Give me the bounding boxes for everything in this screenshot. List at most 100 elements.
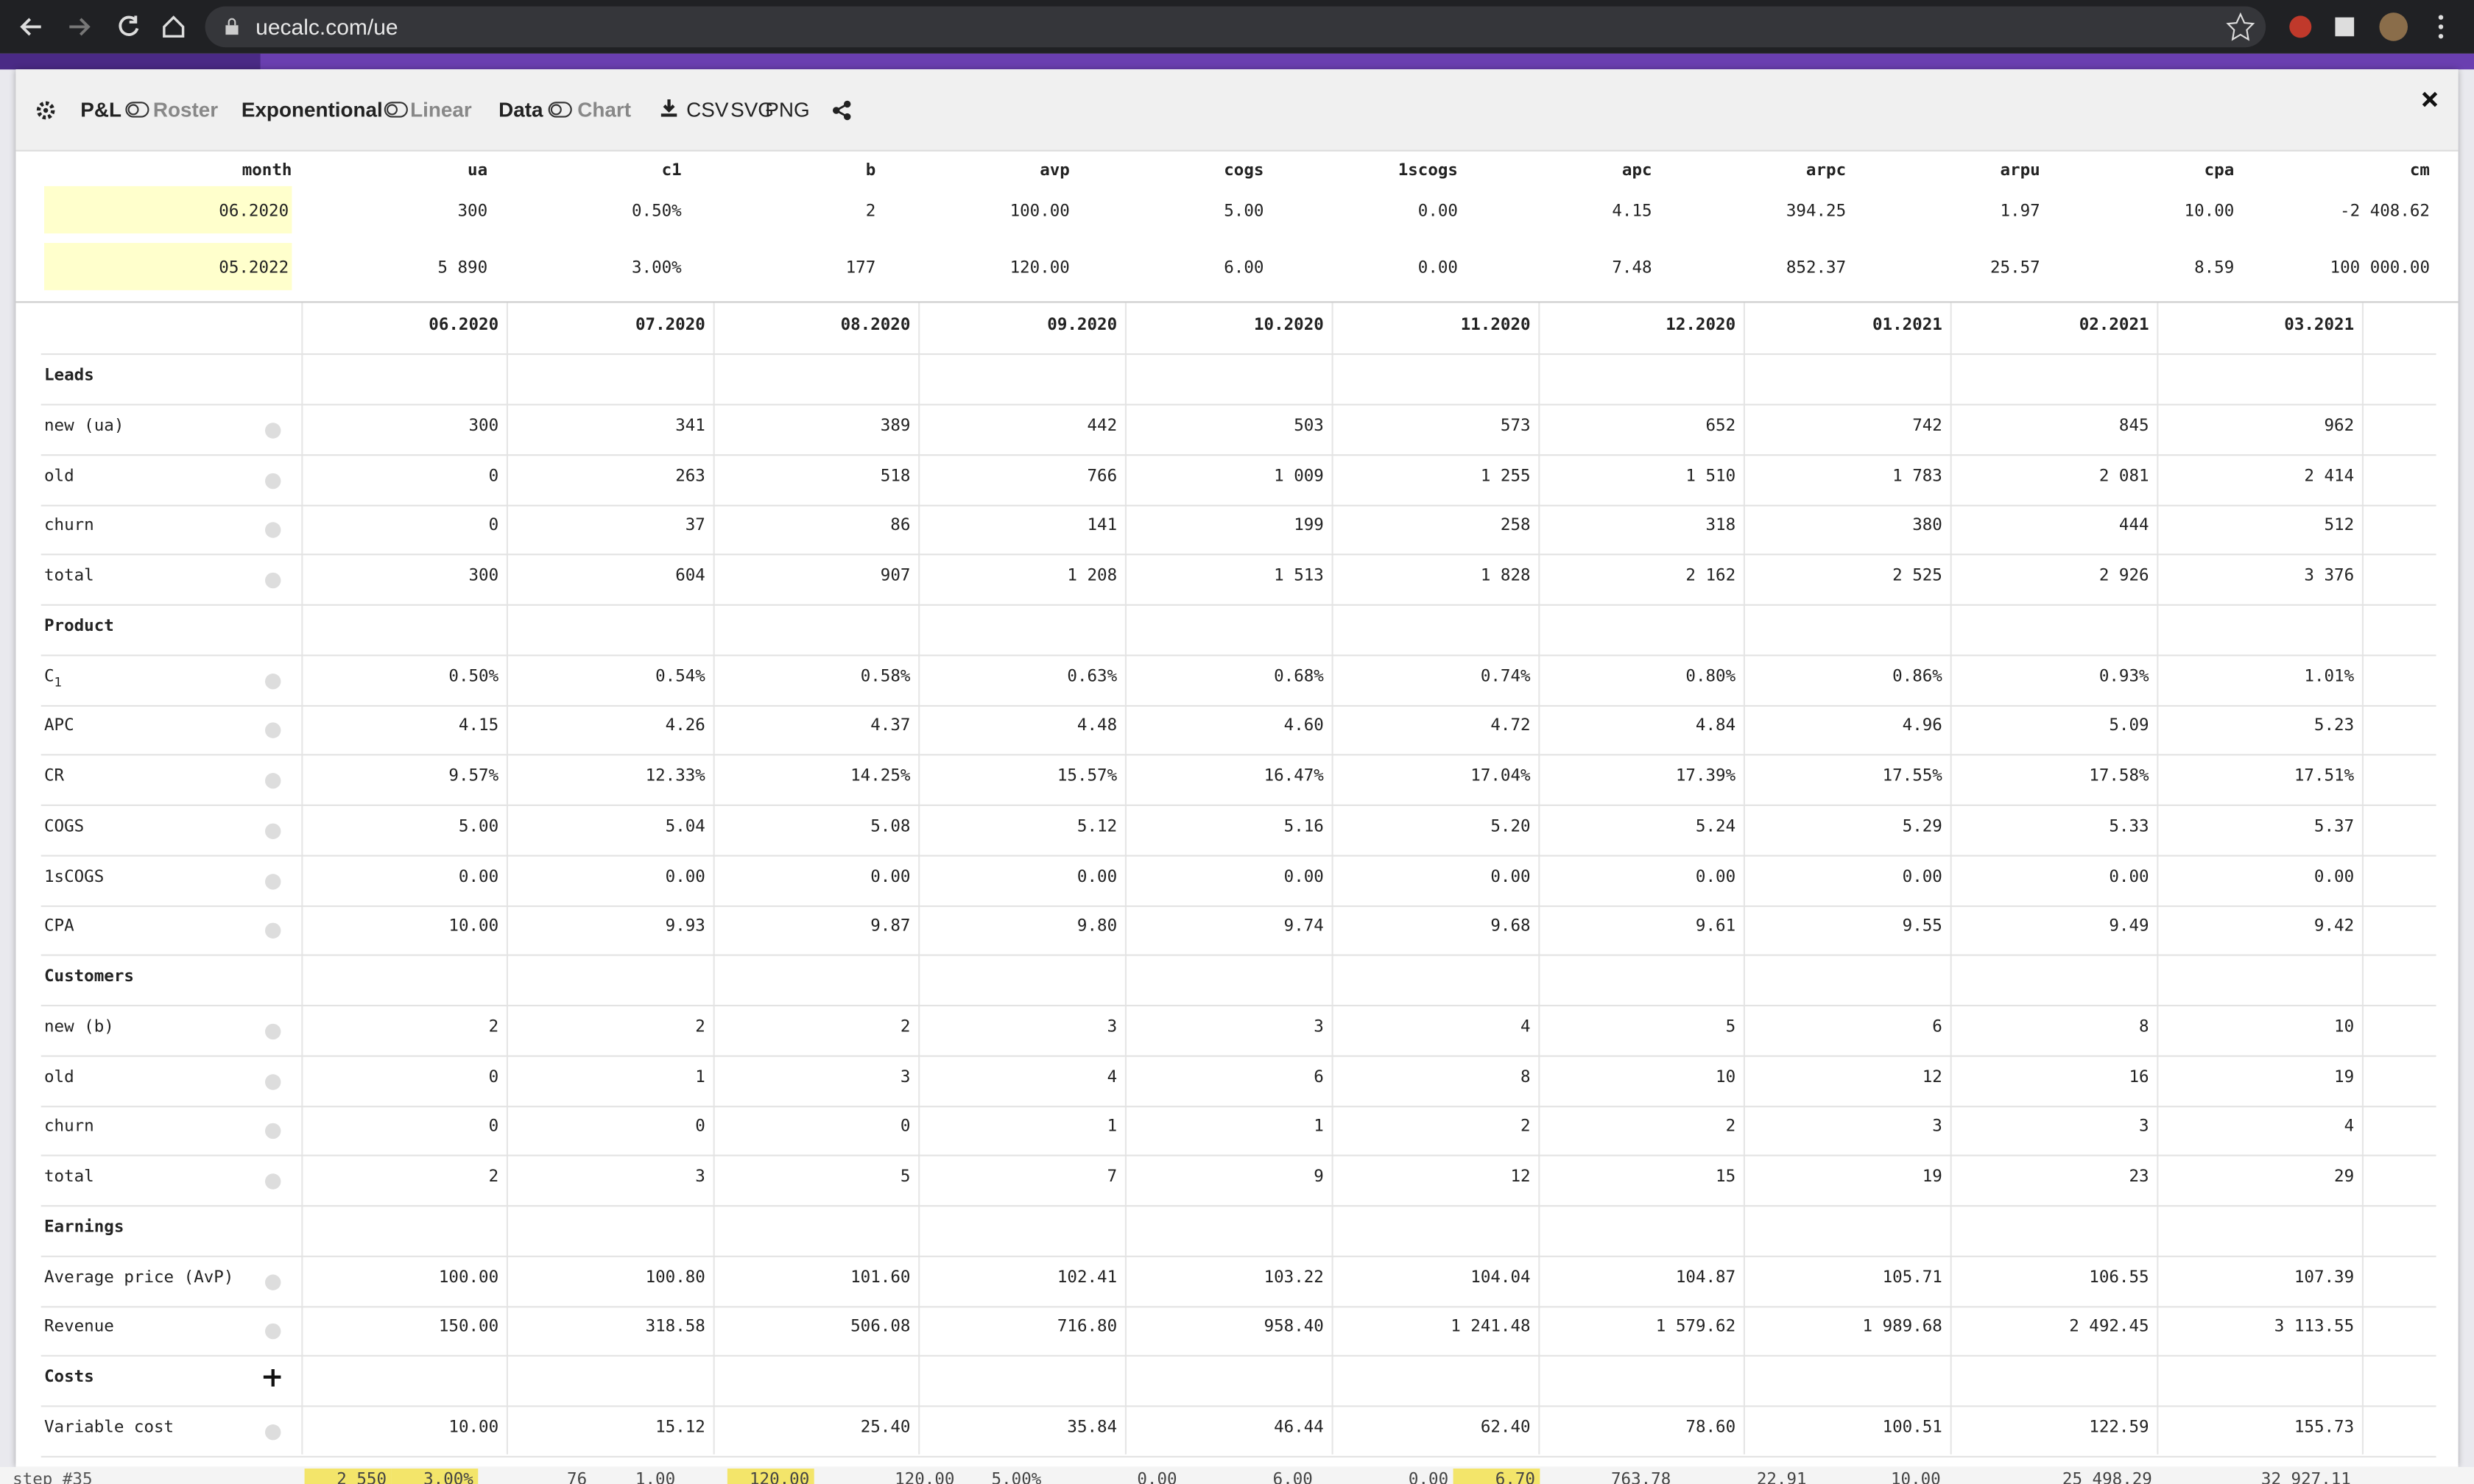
cell: 25.40 [860, 1418, 911, 1438]
month-input [44, 186, 292, 234]
row-label: COGS [44, 816, 85, 836]
row-toggle[interactable] [265, 923, 281, 939]
app-header [0, 53, 2474, 70]
cell: 0.63% [1067, 666, 1118, 686]
cell: 0.00 [1076, 866, 1118, 886]
row-toggle[interactable] [265, 1023, 281, 1039]
summary-cell: 0.00 [1417, 202, 1458, 221]
summary-cell: 852.37 [1786, 258, 1847, 278]
png-button[interactable]: PNG [765, 97, 810, 121]
row-toggle[interactable] [265, 873, 281, 889]
pl-toggle[interactable]: P&L [80, 97, 121, 121]
row-border [40, 1455, 2436, 1458]
cell: 1 579.62 [1655, 1318, 1736, 1337]
svg-button[interactable]: SVG [730, 97, 775, 121]
cell: 104.04 [1470, 1268, 1531, 1287]
summary-cell: 4.15 [1612, 202, 1652, 221]
summary-cell: -2 408.62 [2340, 202, 2430, 221]
month-header: 08.2020 [840, 315, 911, 335]
roster-toggle[interactable]: Roster [152, 97, 219, 121]
cell: 845 [2118, 416, 2149, 435]
cell: 444 [2118, 516, 2149, 535]
row-toggle[interactable] [265, 723, 281, 739]
column-border [1950, 303, 1952, 1455]
close-button[interactable] [2420, 90, 2439, 109]
row-toggle[interactable] [265, 1324, 281, 1340]
summary-header: avp [1040, 160, 1070, 180]
cell: 9.87 [870, 916, 911, 936]
column-border [2361, 303, 2364, 1455]
row-toggle[interactable] [265, 823, 281, 839]
row-border [40, 1355, 2436, 1357]
cell: 5.29 [1902, 816, 1942, 836]
cell: 380 [1912, 516, 1942, 535]
month-header: 12.2020 [1666, 315, 1736, 335]
switch-icon[interactable] [548, 101, 573, 119]
chart-toggle[interactable]: Chart [577, 97, 632, 121]
cell: 0 [900, 1117, 911, 1137]
row-label: total [44, 1167, 94, 1187]
cell: 3 376 [2304, 566, 2355, 586]
cell: 0.00 [870, 866, 911, 886]
cell: 107.39 [2294, 1268, 2355, 1287]
cell: 4.72 [1490, 716, 1531, 736]
cell: 5 [900, 1167, 911, 1187]
data-toggle[interactable]: Data [498, 97, 543, 121]
row-border [40, 1055, 2436, 1057]
month-header: 06.2020 [429, 315, 499, 335]
cell: 0 [488, 466, 499, 485]
row-toggle[interactable] [265, 1173, 281, 1190]
cell: 2 [695, 1017, 705, 1036]
nav-icons[interactable] [13, 11, 202, 43]
cell: 573 [1500, 416, 1531, 435]
summary-cell: 8.59 [2194, 258, 2235, 278]
row-toggle[interactable] [265, 1424, 281, 1441]
cell: 300 [468, 566, 499, 586]
row-toggle[interactable] [265, 1273, 281, 1290]
cell: 1 009 [1274, 466, 1324, 485]
footer-cell: 5.00% [991, 1470, 1042, 1484]
cell: 2 [900, 1017, 911, 1036]
cell: 17.51% [2294, 766, 2355, 786]
settings-icon[interactable] [35, 99, 57, 121]
url: uecalc.com/ue [255, 14, 398, 40]
row-toggle[interactable] [265, 472, 281, 489]
row-label: Revenue [44, 1318, 114, 1337]
browser-icons[interactable] [2224, 11, 2461, 43]
cell: 907 [880, 566, 911, 586]
row-toggle[interactable] [265, 572, 281, 589]
share-icon[interactable] [831, 99, 853, 121]
column-border [1538, 303, 1540, 1455]
cell: 9.61 [1695, 916, 1736, 936]
row-toggle[interactable] [265, 522, 281, 539]
row-border [40, 353, 2436, 356]
cell: 5 [1725, 1017, 1736, 1036]
footer-cell: 76 [567, 1470, 588, 1484]
footer-cell: 3.00% [423, 1470, 473, 1484]
cell: 17.39% [1675, 766, 1736, 786]
row-toggle[interactable] [265, 1123, 281, 1140]
cell: 2 081 [2098, 466, 2149, 485]
summary-cell: 1.97 [2000, 202, 2040, 221]
highlight [304, 1468, 392, 1484]
url-bar[interactable] [205, 6, 2266, 48]
cell: 199 [1294, 516, 1324, 535]
row-border [40, 754, 2436, 757]
switch-icon[interactable] [384, 101, 409, 119]
row-border [40, 855, 2436, 857]
highlight [727, 1468, 814, 1484]
row-label: new (ua) [44, 416, 124, 435]
row-toggle[interactable] [265, 673, 281, 689]
cell: 16 [2129, 1067, 2149, 1086]
row-toggle[interactable] [265, 422, 281, 439]
switch-icon[interactable] [124, 101, 149, 119]
linear-toggle[interactable]: Linear [410, 97, 472, 121]
cell: 8 [2139, 1017, 2149, 1036]
cell: 10.00 [448, 916, 499, 936]
exponential-toggle[interactable]: Exponentional [241, 97, 383, 121]
row-toggle[interactable] [265, 773, 281, 789]
csv-button[interactable]: CSV [686, 97, 729, 121]
row-toggle[interactable] [265, 1073, 281, 1089]
cell: 15.57% [1057, 766, 1118, 786]
cell: 0.50% [448, 666, 499, 686]
